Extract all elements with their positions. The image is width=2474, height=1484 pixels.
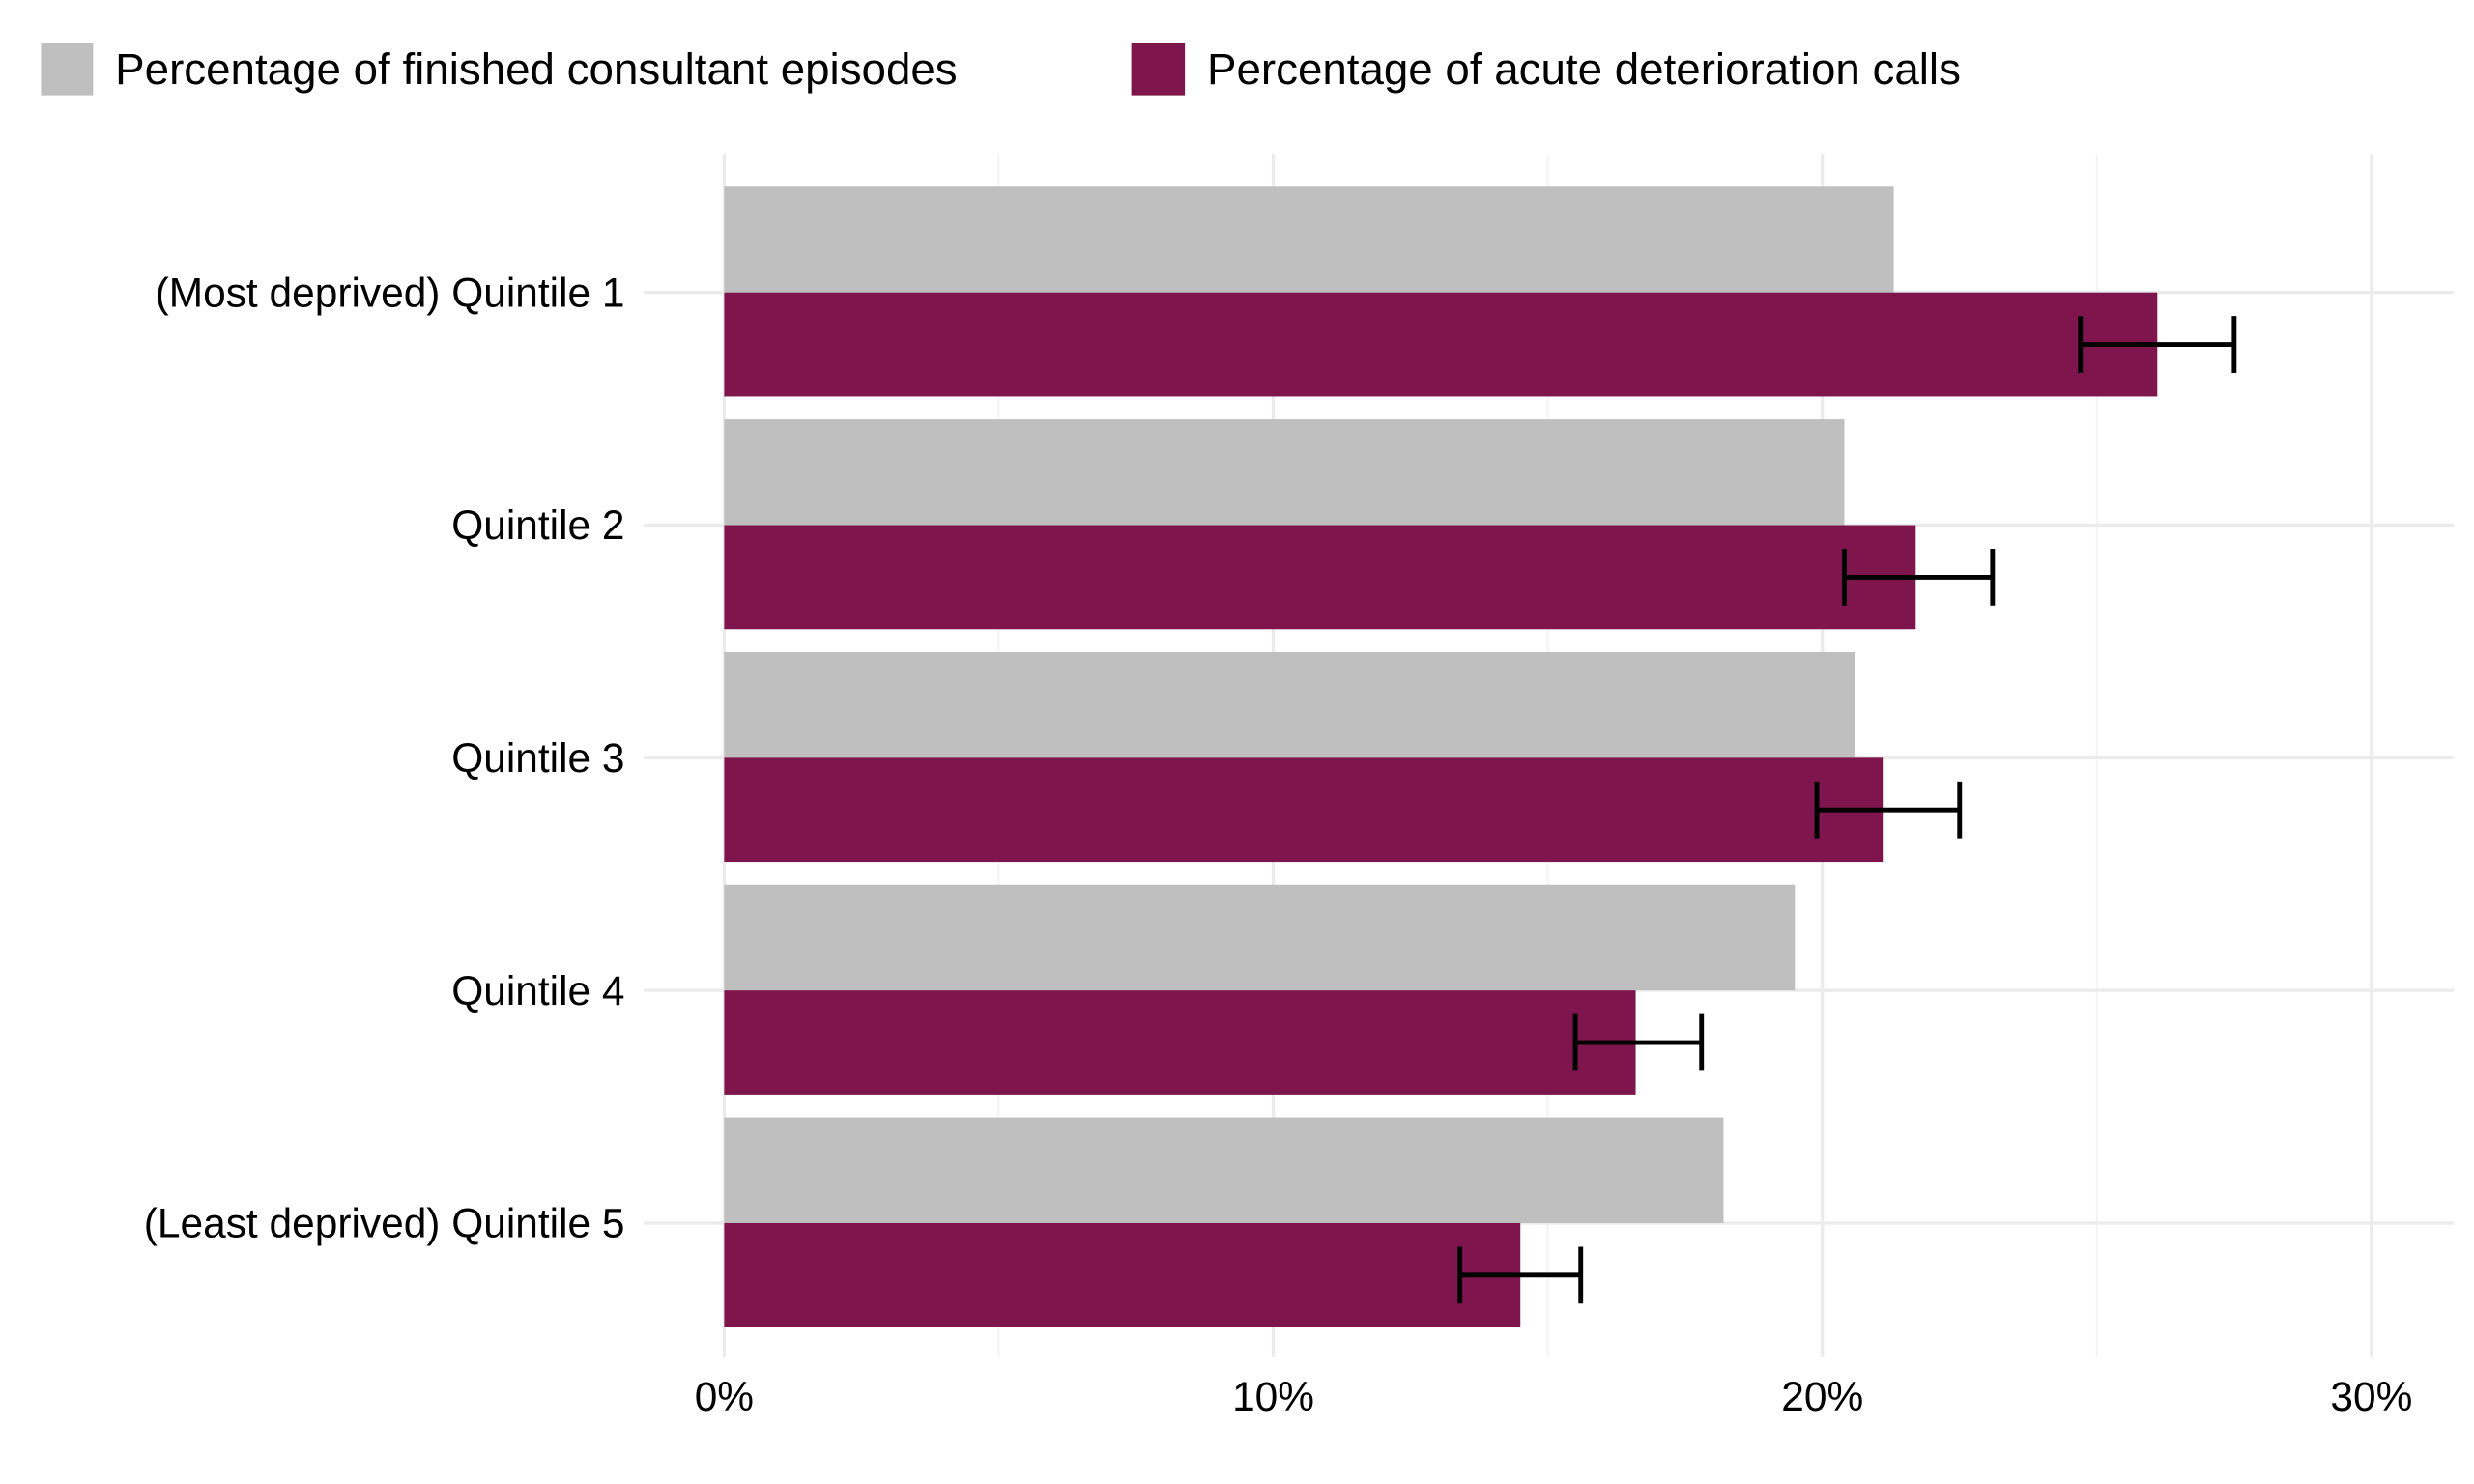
error-bars (1457, 316, 2237, 1304)
bar-finished-episodes (724, 1117, 1724, 1223)
bar-deterioration-calls (724, 292, 2158, 397)
legend-swatch-calls (1131, 43, 1186, 96)
y-tick-label: Quintile 3 (451, 735, 624, 781)
x-tick-label: 30% (2330, 1374, 2412, 1419)
bar-deterioration-calls (724, 1222, 1521, 1327)
y-axis-labels: (Most deprived) Quintile 1 Quintile 2 Quin… (144, 270, 625, 1245)
x-tick-label: 0% (695, 1374, 754, 1419)
y-tick-label: (Most deprived) Quintile 1 (156, 270, 625, 315)
legend: Percentage of finished consultant episod… (41, 43, 1961, 96)
bar-finished-episodes (724, 884, 1796, 991)
y-tick-label: Quintile 4 (451, 968, 624, 1013)
y-tick-label: (Least deprived) Quintile 5 (144, 1201, 625, 1246)
legend-label-episodes: Percentage of finished consultant episod… (115, 44, 957, 94)
y-tick-label: Quintile 2 (451, 502, 624, 548)
legend-swatch-episodes (41, 43, 94, 96)
bar-deterioration-calls (724, 757, 1884, 863)
x-tick-label: 10% (1232, 1374, 1314, 1419)
legend-label-calls: Percentage of acute deterioration calls (1207, 44, 1961, 94)
bar-deterioration-calls (724, 990, 1636, 1095)
bar-finished-episodes (724, 419, 1845, 526)
x-tick-label: 20% (1781, 1374, 1863, 1419)
x-axis-labels: 0% 10% 20% 30% (695, 1374, 2413, 1419)
bar-finished-episodes (724, 186, 1894, 293)
bar-deterioration-calls (724, 525, 1916, 630)
bars (724, 186, 2158, 1327)
bar-finished-episodes (724, 651, 1856, 758)
